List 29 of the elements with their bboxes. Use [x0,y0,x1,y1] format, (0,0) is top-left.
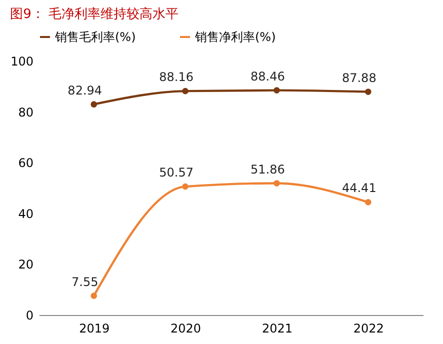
data-label: 50.57 [159,166,194,180]
y-tick-label: 0 [26,308,34,322]
y-tick-label: 60 [18,156,34,170]
data-label: 44.41 [342,181,376,196]
point [90,101,98,108]
data-label: 82.94 [68,83,102,98]
legend-label: 销售净利率(%) [194,30,276,44]
point [182,183,188,190]
y-tick-label: 100 [10,54,34,68]
point [364,199,372,206]
x-tick-label: 2019 [79,322,110,336]
x-tick-label: 2021 [262,322,292,336]
point [364,88,372,95]
data-label: 87.88 [342,70,376,85]
x-tick-label: 2020 [170,322,202,336]
legend-label: 销售毛利率(%) [54,30,136,44]
point [90,292,98,299]
data-label: 51.86 [250,162,285,176]
chart-title: 图9： 毛净利率维持较高水平 [10,6,178,22]
y-tick-label: 20 [18,258,34,272]
point [274,87,280,94]
point [274,180,280,186]
x-tick-label: 2022 [353,322,384,336]
y-tick-label: 40 [18,206,34,221]
data-label: 88.46 [250,69,285,84]
point [182,88,188,94]
data-label: 7.55 [72,274,98,289]
y-tick-label: 80 [18,105,34,120]
data-label: 88.16 [159,70,194,84]
